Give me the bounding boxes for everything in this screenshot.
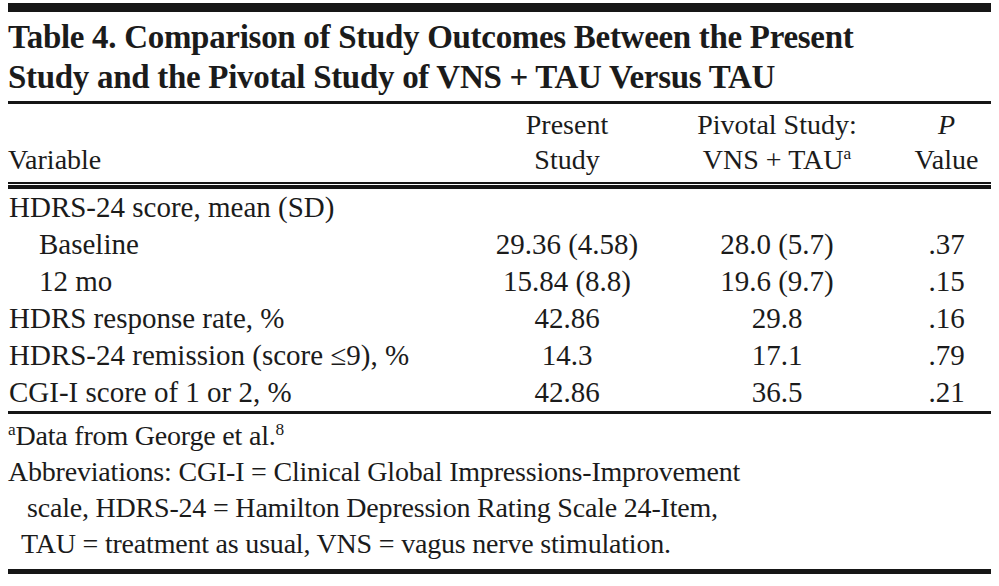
column-header-present-study: Present Study bbox=[460, 107, 674, 177]
cell-pvalue: .15 bbox=[880, 263, 991, 300]
p-value-line1: P bbox=[902, 107, 991, 142]
table-title: Table 4. Comparison of Study Outcomes Be… bbox=[8, 17, 991, 97]
cell-present: 42.86 bbox=[460, 374, 674, 411]
table-header-row: Variable Present Study Pivotal Study: VN… bbox=[8, 104, 991, 182]
cell-variable: HDRS response rate, % bbox=[8, 300, 460, 337]
pivotal-study-line2: VNS + TAUa bbox=[674, 142, 880, 177]
cell-present: 15.84 (8.8) bbox=[460, 263, 674, 300]
pivotal-study-line2-text: VNS + TAU bbox=[703, 144, 844, 175]
present-study-line1: Present bbox=[460, 107, 674, 142]
cell-pvalue: .21 bbox=[880, 374, 991, 411]
table-title-line2: Study and the Pivotal Study of VNS + TAU… bbox=[8, 57, 991, 97]
table-title-line1: Table 4. Comparison of Study Outcomes Be… bbox=[8, 17, 991, 57]
cell-pivotal: 17.1 bbox=[674, 337, 880, 374]
cell-pvalue bbox=[880, 189, 991, 226]
cell-present bbox=[460, 189, 674, 226]
table-row-baseline: Baseline 29.36 (4.58) 28.0 (5.7) .37 bbox=[8, 226, 991, 263]
present-study-line2: Study bbox=[460, 142, 674, 177]
cell-pivotal bbox=[674, 189, 880, 226]
cell-variable: 12 mo bbox=[8, 263, 460, 300]
header-double-rule bbox=[8, 182, 991, 189]
journal-table-figure: Table 4. Comparison of Study Outcomes Be… bbox=[0, 0, 999, 586]
cell-present: 14.3 bbox=[460, 337, 674, 374]
cell-pivotal: 36.5 bbox=[674, 374, 880, 411]
cell-present: 42.86 bbox=[460, 300, 674, 337]
footnote-abbreviations-line3: TAU = treatment as usual, VNS = vagus ne… bbox=[21, 526, 991, 562]
top-rule bbox=[8, 3, 991, 12]
cell-pvalue: .79 bbox=[880, 337, 991, 374]
footnote-marker-a: a bbox=[843, 144, 851, 163]
table-row-12mo: 12 mo 15.84 (8.8) 19.6 (9.7) .15 bbox=[8, 263, 991, 300]
cell-present: 29.36 (4.58) bbox=[460, 226, 674, 263]
footnote-abbreviations-line2: scale, HDRS-24 = Hamilton Depression Rat… bbox=[27, 490, 991, 526]
bottom-rule bbox=[8, 569, 991, 574]
cell-variable: Baseline bbox=[8, 226, 460, 263]
footnote-source-text: Data from George et al. bbox=[16, 420, 276, 451]
pivotal-study-line1: Pivotal Study: bbox=[674, 107, 880, 142]
table-row-remission: HDRS-24 remission (score ≤9), % 14.3 17.… bbox=[8, 337, 991, 374]
table-row-group-hdrs24: HDRS-24 score, mean (SD) bbox=[8, 189, 991, 226]
cell-variable: HDRS-24 remission (score ≤9), % bbox=[8, 337, 460, 374]
cell-pivotal: 28.0 (5.7) bbox=[674, 226, 880, 263]
cell-variable: CGI-I score of 1 or 2, % bbox=[8, 374, 460, 411]
column-header-variable: Variable bbox=[8, 142, 460, 177]
column-header-p-value: P Value bbox=[880, 107, 991, 177]
footnote-source: aData from George et al.8 bbox=[8, 418, 991, 454]
p-value-line2: Value bbox=[902, 142, 991, 177]
cell-pvalue: .37 bbox=[880, 226, 991, 263]
cell-pvalue: .16 bbox=[880, 300, 991, 337]
footnote-abbreviations-line1: Abbreviations: CGI-I = Clinical Global I… bbox=[8, 454, 991, 490]
footnotes: aData from George et al.8 Abbreviations:… bbox=[8, 414, 991, 562]
footnote-marker-a: a bbox=[8, 420, 16, 439]
table-row-response-rate: HDRS response rate, % 42.86 29.8 .16 bbox=[8, 300, 991, 337]
table-body: HDRS-24 score, mean (SD) Baseline 29.36 … bbox=[8, 189, 991, 411]
table-row-cgi: CGI-I score of 1 or 2, % 42.86 36.5 .21 bbox=[8, 374, 991, 411]
cell-pivotal: 29.8 bbox=[674, 300, 880, 337]
cell-variable: HDRS-24 score, mean (SD) bbox=[8, 189, 460, 226]
column-header-pivotal-study: Pivotal Study: VNS + TAUa bbox=[674, 107, 880, 177]
cell-pivotal: 19.6 (9.7) bbox=[674, 263, 880, 300]
reference-number: 8 bbox=[276, 420, 284, 439]
